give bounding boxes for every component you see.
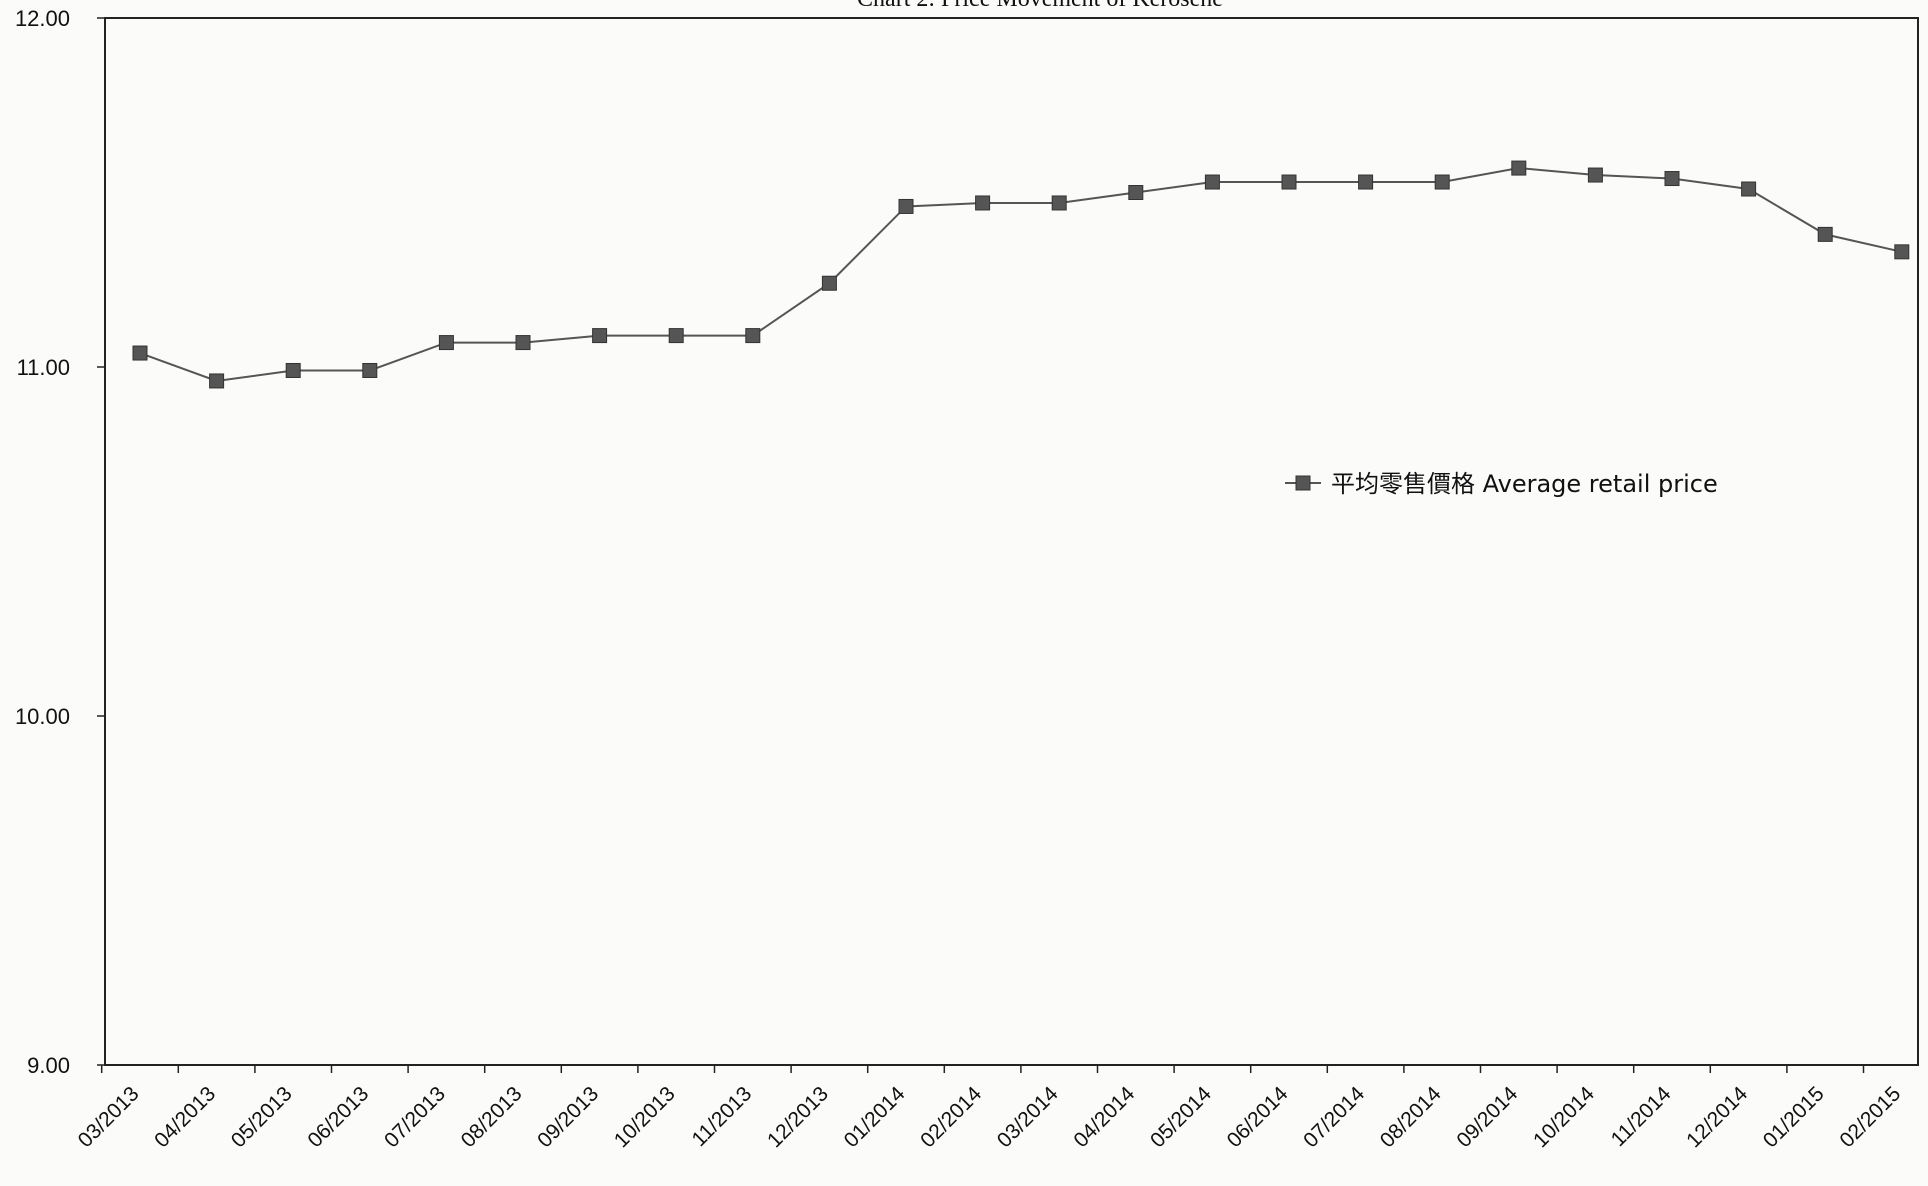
x-tick-label: 02/2014 [916,1082,986,1152]
data-point-marker [592,328,608,344]
x-tick-label: 10/2014 [1529,1082,1599,1152]
x-tick-label: 10/2013 [610,1082,680,1152]
legend-marker-swatch [1295,475,1311,491]
data-point-marker [1587,167,1603,183]
data-point-marker [1281,174,1297,190]
data-point-marker [1741,181,1757,197]
y-tick-label: 12.00 [15,6,70,31]
y-tick-label: 11.00 [17,355,70,380]
series-line [139,167,1903,382]
x-tick-label: 07/2013 [380,1082,450,1152]
x-tick-label: 08/2014 [1376,1082,1446,1152]
plot-area-border [104,17,1919,1066]
data-point-marker [1894,244,1910,260]
chart-title: Chart 2: Price Movement of Kerosene [0,0,1928,13]
x-tick-label: 01/2015 [1759,1082,1829,1152]
x-tick-label: 08/2013 [457,1082,527,1152]
data-point-marker [515,335,531,351]
x-tick-label: 03/2014 [993,1082,1063,1152]
x-tick-label: 06/2014 [1223,1082,1293,1152]
data-point-marker [1511,160,1527,176]
x-tick-label: 11/2013 [687,1082,756,1151]
x-tick-label: 02/2015 [1835,1082,1905,1152]
x-tick-label: 09/2013 [533,1082,603,1152]
x-tick-label: 03/2013 [74,1082,144,1152]
data-point-marker [668,328,684,344]
data-point-marker [438,335,454,351]
x-tick-label: 11/2014 [1607,1082,1676,1151]
data-point-marker [898,198,914,214]
data-point-marker [1128,185,1144,200]
x-tick-label: 01/2014 [840,1082,910,1152]
y-tick-label: 9.00 [27,1053,70,1078]
data-point-marker [1358,174,1374,190]
x-tick-label: 05/2014 [1146,1082,1216,1152]
data-point-marker [362,362,378,378]
x-tick-label: 07/2014 [1299,1082,1369,1152]
data-point-marker [285,362,301,378]
data-point-marker [209,373,225,389]
legend-label: 平均零售價格 Average retail price [1331,470,1718,498]
x-tick-label: 04/2014 [1069,1082,1139,1152]
x-tick-label: 05/2013 [227,1082,297,1152]
data-point-marker [1051,195,1067,211]
x-tick-label: 12/2014 [1682,1082,1752,1152]
x-tick-label: 09/2014 [1452,1082,1522,1152]
y-tick-label: 10.00 [15,704,70,729]
data-point-marker [1817,226,1833,242]
x-tick-label: 04/2013 [150,1082,220,1152]
data-point-marker [745,328,761,344]
data-point-marker [975,195,991,211]
data-point-marker [821,275,837,291]
data-point-marker [1204,174,1220,190]
data-point-marker [132,345,148,361]
x-tick-label: 06/2013 [303,1082,373,1152]
data-point-marker [1434,174,1450,190]
data-point-marker [1664,171,1680,187]
x-tick-label: 12/2013 [763,1082,833,1152]
